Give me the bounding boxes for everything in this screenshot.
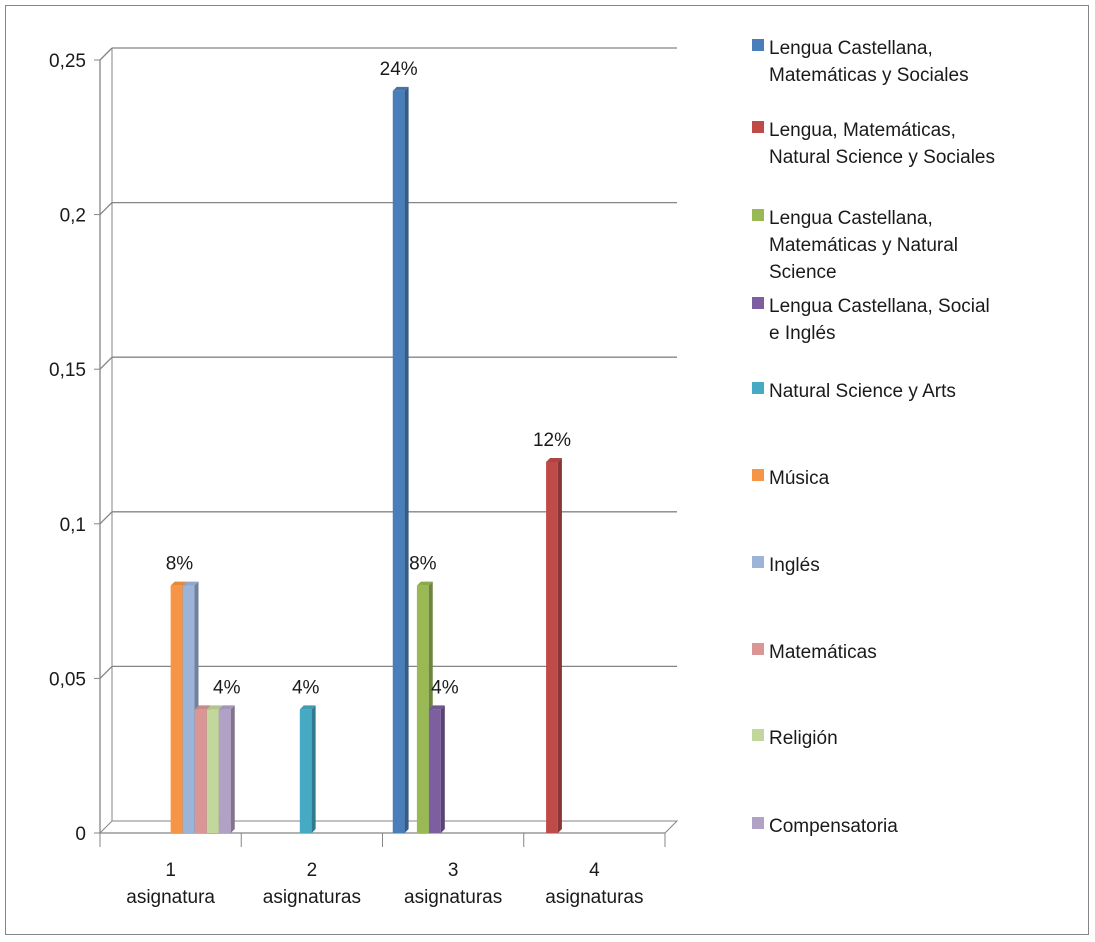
- x-tick-label: asignatura: [126, 887, 215, 908]
- legend-swatch: [752, 121, 764, 133]
- x-tick-label: 3: [448, 860, 459, 881]
- legend-label: Matemáticas: [769, 639, 1069, 666]
- data-label: 24%: [380, 59, 418, 80]
- legend-label: Lengua, Matemáticas, Natural Science y So…: [769, 117, 1069, 171]
- legend-label: Lengua Castellana, Matemáticas y Natural S…: [769, 205, 1069, 286]
- legend-swatch: [752, 39, 764, 51]
- bar-side: [440, 705, 445, 833]
- bar-top: [218, 705, 235, 710]
- legend-label-line: Matemáticas y Sociales: [769, 65, 969, 86]
- bar-top: [546, 457, 562, 462]
- legend-label: Lengua Castellana, Matemáticas y Sociales: [769, 35, 1069, 89]
- legend-label-line: Inglés: [769, 555, 820, 576]
- x-tick-label: asignaturas: [404, 887, 502, 908]
- bar-top: [182, 581, 199, 586]
- legend-label: Natural Science y Arts: [769, 378, 1069, 405]
- legend-label-line: Science: [769, 262, 837, 283]
- legend-label-line: Lengua, Matemáticas,: [769, 120, 956, 141]
- y-tick-label: 0,05: [49, 669, 86, 690]
- data-label: 8%: [166, 554, 194, 575]
- data-label: 4%: [213, 677, 241, 698]
- y-tick-label: 0,2: [60, 206, 86, 227]
- bar: [182, 585, 195, 833]
- legend-swatch: [752, 643, 764, 655]
- legend-label-line: Música: [769, 468, 830, 489]
- legend-label-line: Natural Science y Arts: [769, 381, 956, 402]
- legend-label-line: Lengua Castellana,: [769, 38, 933, 59]
- y-tick-label: 0,25: [49, 51, 86, 72]
- bar: [416, 585, 429, 833]
- bar: [546, 461, 558, 833]
- gridline-depth: [99, 202, 113, 216]
- legend-label: Compensatoria: [769, 813, 1069, 840]
- x-tick-label: 1: [165, 860, 176, 881]
- y-tick-label: 0: [75, 824, 86, 845]
- bar: [428, 709, 441, 833]
- legend-swatch: [752, 209, 764, 221]
- legend-label: Lengua Castellana, Social e Inglés: [769, 293, 1069, 347]
- bar-side: [311, 705, 316, 833]
- bar: [194, 709, 207, 833]
- legend-label-line: Matemáticas: [769, 642, 877, 663]
- bar: [206, 709, 219, 833]
- legend-swatch: [752, 817, 764, 829]
- bar: [218, 709, 231, 833]
- legend-swatch: [752, 556, 764, 568]
- legend-label: Religión: [769, 725, 1069, 752]
- bar: [170, 585, 183, 833]
- legend-label: Música: [769, 465, 1069, 492]
- x-tick-label: 4: [589, 860, 600, 881]
- gridline-depth: [99, 511, 113, 525]
- legend-swatch: [752, 382, 764, 394]
- y-tick-label: 0,1: [60, 515, 86, 536]
- legend-label-line: Lengua Castellana,: [769, 208, 933, 229]
- x-tick-label: asignaturas: [263, 887, 361, 908]
- legend-swatch: [752, 297, 764, 309]
- x-tick-label: 2: [307, 860, 318, 881]
- legend-swatch: [752, 729, 764, 741]
- gridline-depth: [99, 356, 113, 370]
- legend-label-line: Natural Science y Sociales: [769, 147, 995, 168]
- y-tick-label: 0,15: [49, 360, 86, 381]
- gridline-depth: [99, 665, 113, 679]
- legend-label: Inglés: [769, 552, 1069, 579]
- bar-top: [206, 705, 223, 710]
- legend-label-line: Religión: [769, 728, 838, 749]
- bar-top: [194, 705, 211, 710]
- gridline-depth: [99, 47, 113, 61]
- bar-top: [416, 581, 433, 586]
- legend-label-line: e Inglés: [769, 323, 836, 344]
- bar-top: [392, 86, 409, 91]
- legend-swatch: [752, 469, 764, 481]
- data-label: 8%: [409, 554, 437, 575]
- chart-legend: Lengua Castellana, Matemáticas y Sociales…: [752, 0, 1092, 942]
- bar: [392, 90, 405, 834]
- data-label: 12%: [533, 430, 571, 451]
- legend-label-line: Compensatoria: [769, 816, 898, 837]
- legend-label-line: Matemáticas y Natural: [769, 235, 959, 256]
- bar: [299, 709, 312, 833]
- data-label: 4%: [292, 677, 320, 698]
- bar-side: [230, 705, 235, 833]
- bar-top: [299, 705, 316, 710]
- bar-top: [428, 705, 445, 710]
- bar-side: [404, 86, 409, 834]
- data-label: 4%: [431, 677, 459, 698]
- x-tick-label: asignaturas: [545, 887, 643, 908]
- bar-side: [557, 457, 562, 833]
- bar-top: [170, 581, 187, 586]
- legend-label-line: Lengua Castellana, Social: [769, 296, 990, 317]
